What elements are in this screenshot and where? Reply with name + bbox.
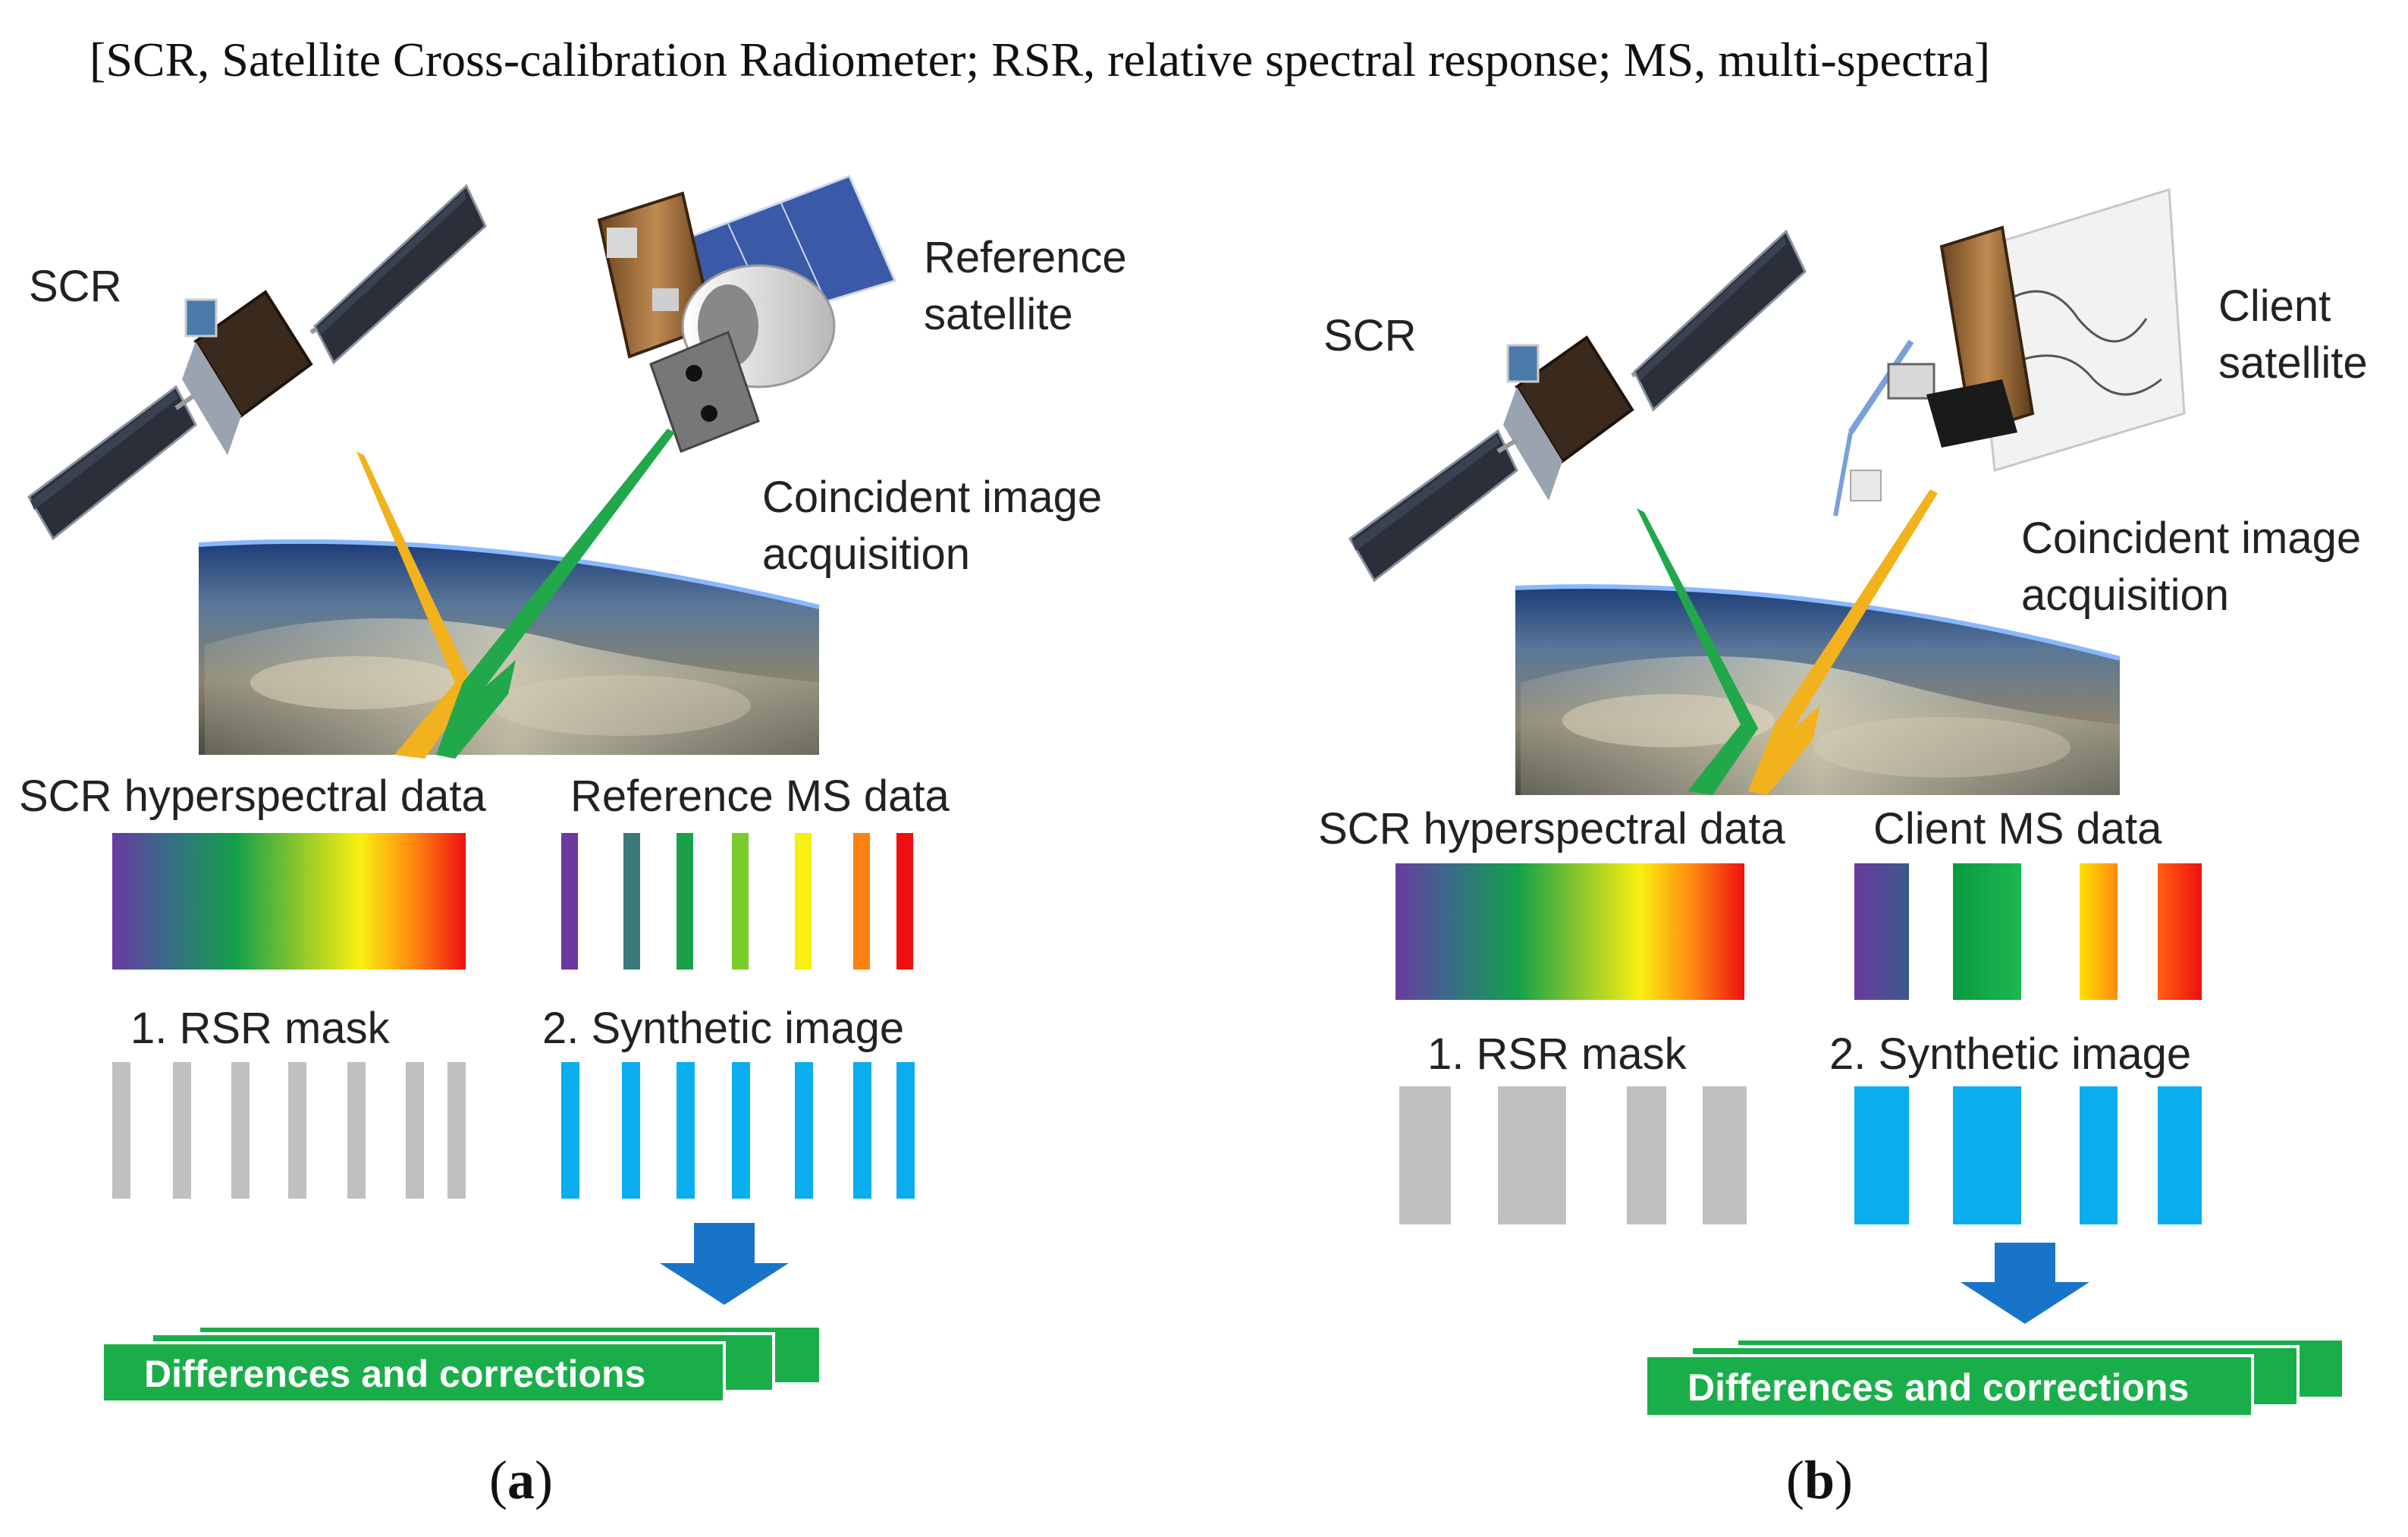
differences-corrections-box: Differences and corrections: [1644, 1337, 2345, 1418]
ms-band: [795, 833, 812, 970]
panel-b: Differences and corrections: [1348, 188, 2345, 1418]
rsr-mask-bar: [112, 1062, 130, 1199]
ms-band: [1854, 863, 1909, 1000]
satellite-label-line: Reference: [924, 233, 1127, 282]
rsr-mask-label-a: 1. RSR mask: [130, 1004, 390, 1053]
hyperspectral-label-b: SCR hyperspectral data: [1318, 804, 1785, 853]
panel-label-b: (b): [1786, 1450, 1854, 1510]
satellite-label-a: Reference satellite: [924, 229, 1127, 344]
ms-band: [853, 833, 870, 970]
coincident-label-line: Coincident image: [762, 473, 1103, 522]
synthetic-bar: [1953, 1086, 2021, 1224]
rsr-mask-bar: [1627, 1086, 1666, 1224]
synthetic-bar: [853, 1062, 871, 1199]
result-label-a: Differences and corrections: [144, 1353, 645, 1395]
hyperspectral-label-a: SCR hyperspectral data: [19, 772, 486, 821]
rsr-mask-bar: [1399, 1086, 1451, 1224]
scr-satellite-icon: [1348, 229, 1807, 583]
synthetic-bar: [732, 1062, 750, 1199]
scr-hyperspectral-spectrum: [1396, 863, 1744, 1000]
ms-band: [677, 833, 693, 970]
rsr-mask-bar: [288, 1062, 306, 1199]
earth-image: [1515, 584, 2121, 795]
coincident-label-a: Coincident image acquisition: [762, 469, 1102, 583]
down-arrow-icon: [660, 1223, 789, 1305]
panel-a: Differences and corrections: [27, 174, 915, 1403]
synthetic-label-b: 2. Synthetic image: [1829, 1029, 2192, 1079]
client-satellite-icon: [1833, 188, 2186, 517]
differences-corrections-box: Differences and corrections: [101, 1325, 822, 1403]
rsr-mask-bar: [173, 1062, 191, 1199]
ms-band: [623, 833, 640, 970]
rsr-mask-bar: [406, 1062, 424, 1199]
satellite-label-line: Client: [2218, 281, 2331, 331]
rsr-mask-bar: [1498, 1086, 1566, 1224]
coincident-label-line: acquisition: [762, 530, 971, 580]
ms-band: [2158, 863, 2202, 1000]
coincident-label-line: acquisition: [2021, 570, 2230, 621]
figure-caption: [SCR, Satellite Cross-calibration Radiom…: [89, 33, 1991, 86]
ms-band: [732, 833, 749, 970]
synthetic-bar: [561, 1062, 579, 1199]
client-beam: [1748, 489, 1938, 795]
satellite-label-line: satellite: [2218, 338, 2368, 388]
ms-band: [561, 833, 578, 970]
rsr-mask-bar: [447, 1062, 466, 1199]
ms-data-label-b: Client MS data: [1873, 804, 2162, 853]
down-arrow-icon: [1961, 1243, 2089, 1324]
rsr-mask-label-b: 1. RSR mask: [1427, 1029, 1687, 1079]
coincident-label-line: Coincident image: [2021, 514, 2362, 563]
ms-band: [1953, 863, 2021, 1000]
ms-band: [2080, 863, 2118, 1000]
panel-letter: b: [1804, 1450, 1835, 1510]
synthetic-bar: [677, 1062, 695, 1199]
scr-satellite-icon: [27, 184, 487, 541]
satellite-label-b: Client satellite: [2218, 278, 2368, 392]
rsr-mask-bar: [231, 1062, 250, 1199]
scr-hyperspectral-spectrum: [112, 833, 466, 970]
reference-satellite-icon: [597, 174, 897, 453]
rsr-mask-bar: [347, 1062, 366, 1199]
synthetic-bar: [1854, 1086, 1909, 1224]
scr-label-a: SCR: [29, 262, 122, 311]
result-label-b: Differences and corrections: [1687, 1366, 2189, 1409]
synthetic-bar: [622, 1062, 640, 1199]
synthetic-bar: [2158, 1086, 2202, 1224]
scr-label-b: SCR: [1323, 311, 1417, 360]
satellite-label-line: satellite: [924, 290, 1073, 340]
ms-data-label-a: Reference MS data: [570, 772, 950, 821]
synthetic-bar: [896, 1062, 915, 1199]
rsr-mask-bar: [1703, 1086, 1747, 1224]
synthetic-label-a: 2. Synthetic image: [542, 1004, 905, 1053]
ms-band: [896, 833, 913, 970]
synthetic-bar: [795, 1062, 813, 1199]
synthetic-bar: [2080, 1086, 2118, 1224]
panel-label-a: (a): [489, 1450, 553, 1510]
panel-letter: a: [507, 1450, 535, 1510]
reference-beam: [436, 429, 675, 759]
coincident-label-b: Coincident image acquisition: [2021, 510, 2361, 624]
